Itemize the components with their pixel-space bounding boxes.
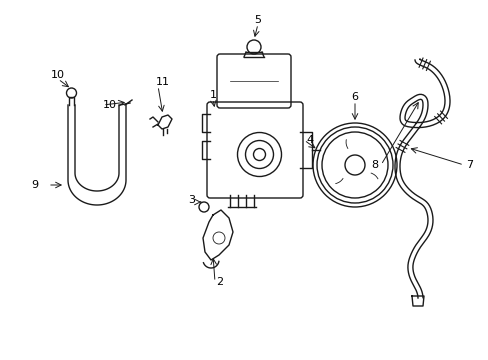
Text: 3: 3	[188, 195, 195, 205]
Text: 4: 4	[306, 135, 313, 145]
Text: 10: 10	[51, 70, 65, 80]
Text: 6: 6	[351, 92, 358, 102]
Text: 11: 11	[156, 77, 170, 87]
Text: 8: 8	[371, 160, 378, 170]
Text: 10: 10	[103, 100, 117, 110]
Text: 7: 7	[466, 160, 472, 170]
Text: 5: 5	[254, 15, 261, 25]
Text: 9: 9	[31, 180, 39, 190]
Text: 1: 1	[209, 90, 216, 100]
Text: 2: 2	[216, 277, 223, 287]
